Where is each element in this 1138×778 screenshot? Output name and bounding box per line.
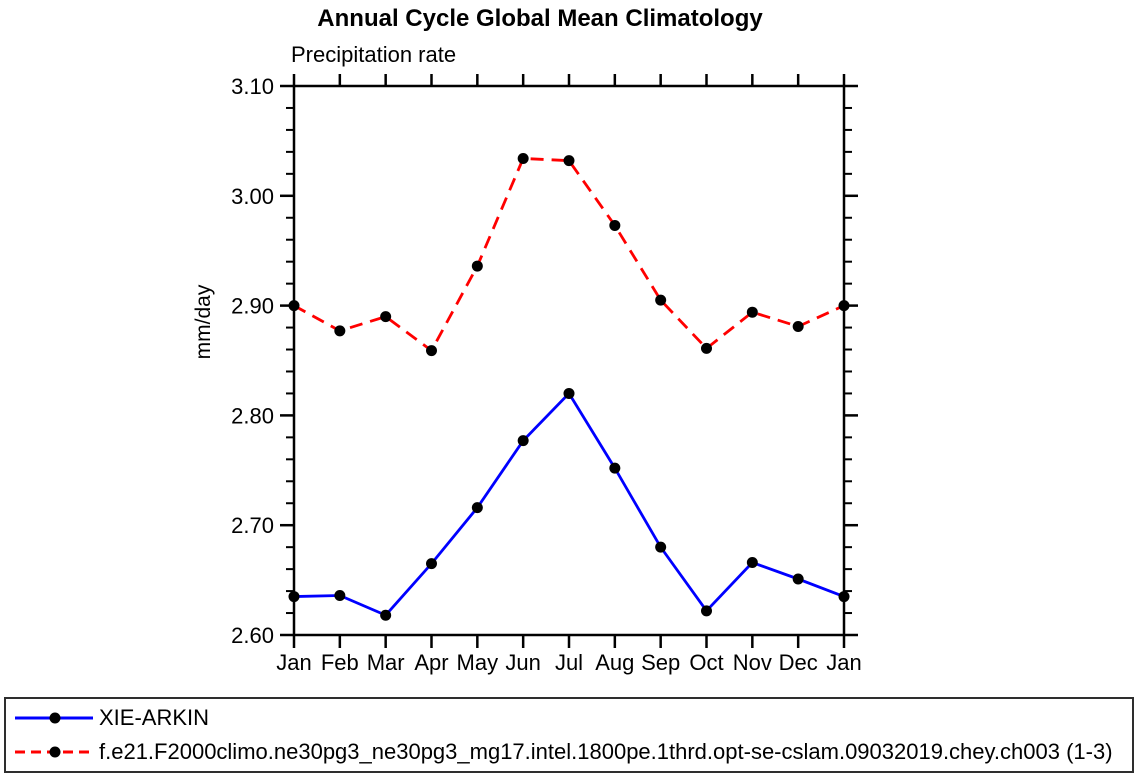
y-tick-label: 2.80 — [231, 403, 274, 428]
y-tick-label: 2.60 — [231, 623, 274, 648]
data-point-dot — [655, 294, 667, 306]
x-tick-label: Dec — [779, 650, 818, 675]
x-axis-ticks: Jan Feb Mar Apr May Jun Jul Aug Sep Oct Nov Dec Jan — [276, 74, 862, 675]
legend-label-model: f.e21.F2000climo.ne30pg3_ne30pg3_mg17.in… — [99, 739, 1113, 765]
x-tick-label: Nov — [733, 650, 772, 675]
data-point-dot — [609, 219, 621, 231]
data-point-dot — [334, 589, 346, 601]
x-tick-label: Feb — [321, 650, 359, 675]
legend-marker-dot-icon — [49, 746, 61, 758]
data-point-dot — [426, 558, 437, 570]
x-tick-label: Jan — [826, 650, 861, 675]
data-point-dot — [746, 557, 758, 569]
data-point-dot — [288, 591, 300, 603]
chart-subtitle: Precipitation rate — [291, 42, 457, 67]
data-point-dot — [746, 306, 758, 318]
legend-label-obs: XIE-ARKIN — [99, 704, 210, 730]
data-point-dot — [426, 345, 437, 357]
data-point-dot — [563, 387, 575, 399]
data-point-dot — [563, 155, 575, 167]
data-point-dot — [838, 300, 850, 312]
series-line — [293, 391, 845, 617]
x-tick-label: Mar — [367, 650, 405, 675]
data-point-dot — [609, 462, 621, 474]
data-point-dot — [517, 152, 529, 164]
x-tick-label: Jan — [276, 650, 311, 675]
data-point-dot — [380, 609, 392, 621]
data-point-dot — [334, 325, 346, 337]
data-point-dot — [701, 342, 712, 354]
series-line — [293, 157, 845, 353]
legend-line-sample-solid-icon — [15, 712, 93, 724]
y-tick-label: 3.00 — [231, 184, 274, 209]
data-point-dot — [838, 591, 850, 603]
data-point-dot — [380, 311, 392, 323]
x-tick-label: Apr — [414, 650, 448, 675]
legend-box: XIE-ARKIN f.e21.F2000climo.ne30pg3_ne30p… — [4, 697, 1134, 773]
legend-item-model: f.e21.F2000climo.ne30pg3_ne30pg3_mg17.in… — [14, 736, 1132, 768]
data-point-dot — [701, 605, 712, 617]
data-point-dot — [471, 502, 483, 514]
legend-item-obs: XIE-ARKIN — [14, 702, 1132, 734]
x-tick-label: Jun — [505, 650, 540, 675]
legend-line-sample-dashed-icon — [15, 746, 93, 758]
x-tick-label: Oct — [689, 650, 723, 675]
x-tick-label: Aug — [595, 650, 634, 675]
y-tick-label: 2.70 — [231, 513, 274, 538]
x-tick-label: Jul — [555, 650, 583, 675]
data-point-dot — [471, 260, 483, 272]
data-point-dot — [792, 573, 804, 585]
chart-title: Annual Cycle Global Mean Climatology — [317, 5, 763, 32]
data-point-dot — [655, 541, 667, 553]
data-point-dot — [792, 320, 804, 332]
legend-marker-dot-icon — [49, 712, 61, 724]
series-obs — [288, 387, 850, 621]
x-tick-label: Sep — [641, 650, 680, 675]
series-model — [288, 152, 850, 357]
axis-box — [292, 84, 846, 637]
y-tick-label: 2.90 — [231, 294, 274, 319]
x-tick-label: May — [457, 650, 499, 675]
data-point-dot — [517, 435, 529, 447]
y-axis-ticks: 2.60 2.70 2.80 2.90 3.00 3.10 — [231, 74, 858, 648]
data-point-dot — [288, 300, 300, 312]
y-tick-label: 3.10 — [231, 74, 274, 99]
